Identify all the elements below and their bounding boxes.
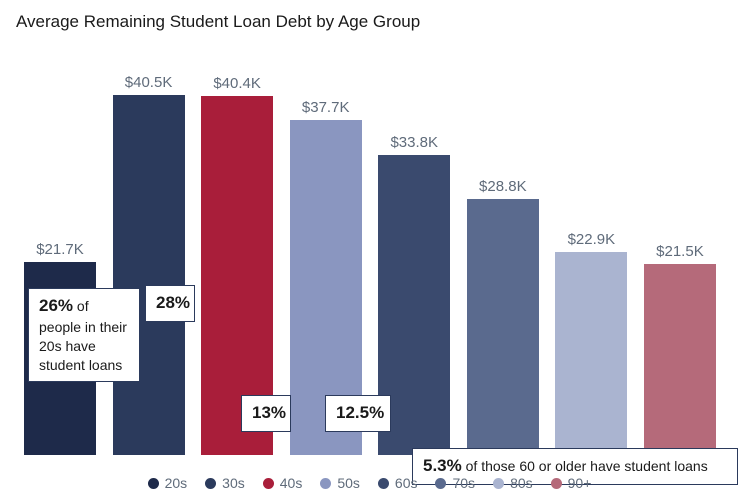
- bar-70s: $28.8K: [463, 178, 543, 455]
- chart-title: Average Remaining Student Loan Debt by A…: [16, 12, 420, 32]
- bar: [644, 264, 716, 455]
- legend-item-50s: 50s: [320, 475, 360, 491]
- legend-swatch: [435, 478, 446, 489]
- callout-pct: 13%: [252, 403, 286, 422]
- legend-swatch: [551, 478, 562, 489]
- legend-item-80s: 80s: [493, 475, 533, 491]
- bar: [467, 199, 539, 455]
- bar-30s: $40.5K: [109, 74, 189, 455]
- bar-value-label: $33.8K: [390, 134, 438, 151]
- callout-0: 26% of people in their 20s have student …: [28, 288, 140, 382]
- bar-value-label: $28.8K: [479, 178, 527, 195]
- legend-swatch: [148, 478, 159, 489]
- bar: [113, 95, 185, 455]
- callout-1: 28%: [145, 285, 195, 322]
- bar-value-label: $40.5K: [125, 74, 173, 91]
- legend-label: 70s: [452, 475, 475, 491]
- legend-item-60s: 60s: [378, 475, 418, 491]
- legend-label: 50s: [337, 475, 360, 491]
- legend: 20s 30s 40s 50s 60s 70s 80s 90+: [0, 475, 739, 491]
- legend-label: 40s: [280, 475, 303, 491]
- callout-pct: 12.5%: [336, 403, 384, 422]
- legend-item-20s: 20s: [148, 475, 188, 491]
- legend-swatch: [493, 478, 504, 489]
- legend-swatch: [320, 478, 331, 489]
- bar: [555, 252, 627, 455]
- bar-value-label: $21.7K: [36, 241, 84, 258]
- callout-2: 13%: [241, 395, 291, 432]
- legend-swatch: [263, 478, 274, 489]
- bar-90: $21.5K: [640, 243, 720, 455]
- bar-value-label: $21.5K: [656, 243, 704, 260]
- bar-value-label: $22.9K: [568, 231, 616, 248]
- bar-value-label: $37.7K: [302, 99, 350, 116]
- bar-value-label: $40.4K: [213, 75, 261, 92]
- legend-swatch: [205, 478, 216, 489]
- callout-pct: 26%: [39, 296, 73, 315]
- callout-3: 12.5%: [325, 395, 391, 432]
- legend-item-90: 90+: [551, 475, 592, 491]
- legend-label: 80s: [510, 475, 533, 491]
- legend-label: 90+: [568, 475, 592, 491]
- callout-text: of those 60 or older have student loans: [462, 458, 708, 474]
- chart-area: $21.7K $40.5K $40.4K $37.7K $33.8K $28.8K $22.…: [20, 60, 720, 455]
- callout-pct: 5.3%: [423, 456, 462, 475]
- legend-label: 20s: [165, 475, 188, 491]
- legend-item-40s: 40s: [263, 475, 303, 491]
- legend-item-30s: 30s: [205, 475, 245, 491]
- bar-80s: $22.9K: [551, 231, 631, 455]
- legend-label: 60s: [395, 475, 418, 491]
- legend-label: 30s: [222, 475, 245, 491]
- legend-item-70s: 70s: [435, 475, 475, 491]
- callout-pct: 28%: [156, 293, 190, 312]
- legend-swatch: [378, 478, 389, 489]
